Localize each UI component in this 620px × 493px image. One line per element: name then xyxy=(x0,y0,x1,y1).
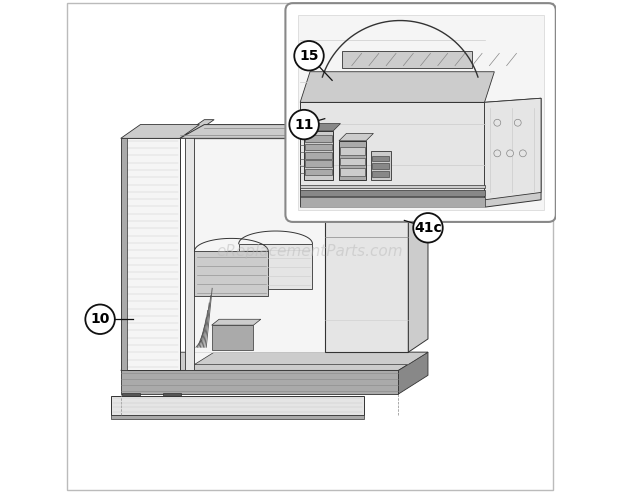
Polygon shape xyxy=(399,352,428,394)
Polygon shape xyxy=(298,15,544,210)
Polygon shape xyxy=(121,139,126,370)
Polygon shape xyxy=(121,370,399,394)
Circle shape xyxy=(381,165,386,170)
Polygon shape xyxy=(180,125,425,139)
Circle shape xyxy=(520,150,526,157)
Text: 10: 10 xyxy=(91,312,110,326)
Polygon shape xyxy=(339,134,373,141)
Polygon shape xyxy=(373,171,389,177)
Polygon shape xyxy=(300,190,484,196)
Polygon shape xyxy=(195,352,428,364)
Polygon shape xyxy=(305,169,332,175)
Polygon shape xyxy=(122,393,140,396)
Polygon shape xyxy=(484,98,541,200)
Polygon shape xyxy=(305,160,332,167)
Text: 11: 11 xyxy=(294,117,314,132)
Circle shape xyxy=(366,184,372,190)
Polygon shape xyxy=(330,143,340,158)
Polygon shape xyxy=(211,325,254,350)
Polygon shape xyxy=(121,125,200,139)
Polygon shape xyxy=(371,151,391,180)
Text: 15: 15 xyxy=(299,49,319,63)
Polygon shape xyxy=(121,352,428,370)
Polygon shape xyxy=(300,103,484,207)
Circle shape xyxy=(494,119,501,126)
Circle shape xyxy=(290,110,319,140)
Polygon shape xyxy=(305,152,332,159)
Polygon shape xyxy=(340,168,365,176)
Polygon shape xyxy=(195,251,268,296)
Circle shape xyxy=(414,213,443,243)
Polygon shape xyxy=(300,184,484,188)
Text: eReplacementParts.com: eReplacementParts.com xyxy=(216,244,404,259)
Polygon shape xyxy=(162,393,180,396)
Circle shape xyxy=(494,150,501,157)
Circle shape xyxy=(349,204,355,210)
Polygon shape xyxy=(325,140,409,352)
Circle shape xyxy=(349,184,355,190)
Polygon shape xyxy=(340,158,365,165)
Text: 41c: 41c xyxy=(414,221,442,235)
Circle shape xyxy=(294,41,324,70)
Polygon shape xyxy=(373,156,389,161)
FancyBboxPatch shape xyxy=(285,3,556,222)
Polygon shape xyxy=(305,144,332,150)
Polygon shape xyxy=(300,197,484,207)
Polygon shape xyxy=(300,72,494,103)
Polygon shape xyxy=(111,415,364,419)
Polygon shape xyxy=(195,140,325,352)
Circle shape xyxy=(86,305,115,334)
Polygon shape xyxy=(342,51,472,68)
Circle shape xyxy=(515,119,521,126)
Polygon shape xyxy=(305,136,332,142)
Circle shape xyxy=(396,165,401,170)
Polygon shape xyxy=(185,134,195,370)
Polygon shape xyxy=(373,163,389,169)
Polygon shape xyxy=(195,139,409,364)
Polygon shape xyxy=(339,141,366,180)
Polygon shape xyxy=(111,396,364,415)
Polygon shape xyxy=(409,125,428,352)
Circle shape xyxy=(366,204,372,210)
Polygon shape xyxy=(211,319,261,325)
Polygon shape xyxy=(340,147,365,155)
Polygon shape xyxy=(185,120,214,134)
Polygon shape xyxy=(239,244,312,288)
Polygon shape xyxy=(121,139,180,370)
Polygon shape xyxy=(304,124,340,131)
Circle shape xyxy=(507,150,513,157)
Polygon shape xyxy=(484,98,541,207)
Polygon shape xyxy=(304,131,333,180)
